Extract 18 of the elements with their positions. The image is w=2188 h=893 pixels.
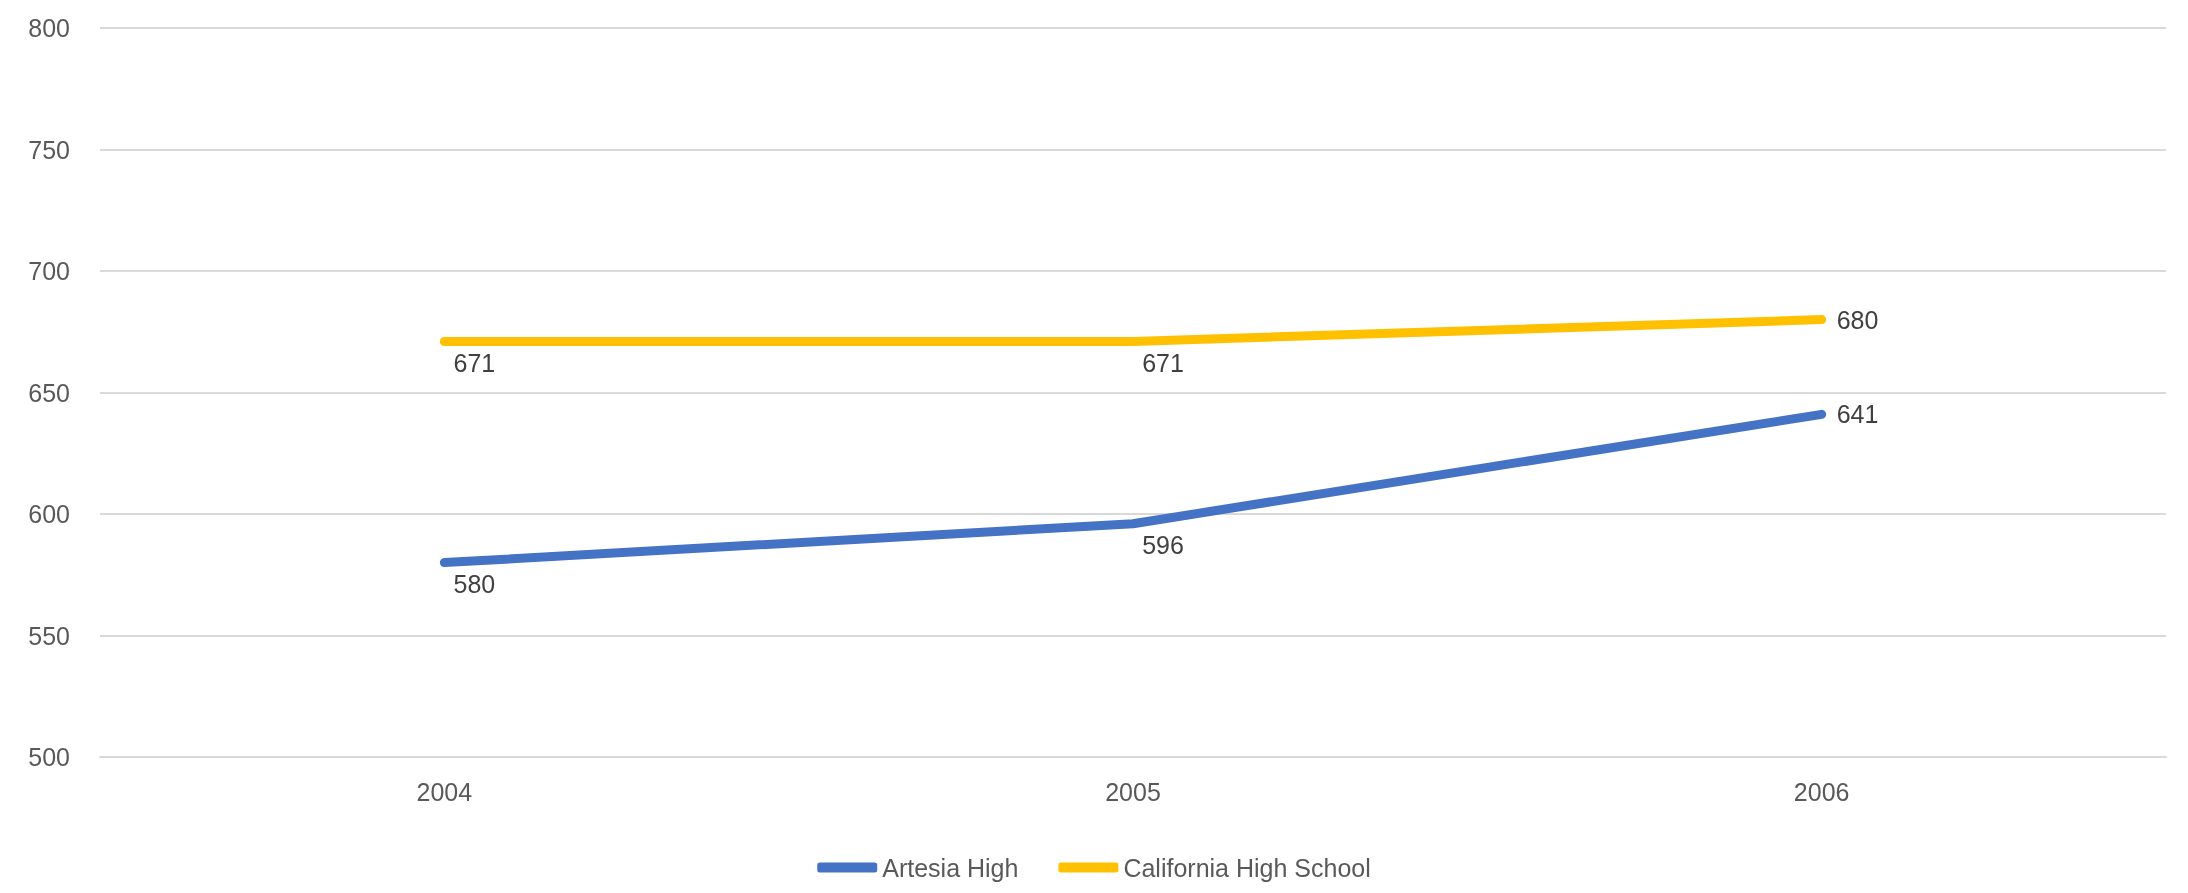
x-tick-label: 2006 xyxy=(1793,777,1850,806)
y-tick-label: 800 xyxy=(28,14,70,42)
y-tick-label: 750 xyxy=(28,135,70,164)
data-label: 641 xyxy=(1836,400,1879,429)
y-tick-label: 600 xyxy=(28,500,70,528)
y-tick-label: 500 xyxy=(28,743,70,771)
x-tick-label: 2005 xyxy=(1105,777,1161,806)
x-tick-label: 2004 xyxy=(416,777,473,806)
y-tick-label: 700 xyxy=(28,257,70,285)
data-label: 580 xyxy=(453,570,496,599)
data-label: 671 xyxy=(1142,348,1184,377)
y-tick-label: 650 xyxy=(28,378,70,407)
legend-label: Artesia High xyxy=(882,853,1019,882)
data-label: 671 xyxy=(453,348,496,377)
data-label: 680 xyxy=(1836,305,1879,334)
data-label: 596 xyxy=(1142,531,1184,560)
y-tick-label: 550 xyxy=(28,621,70,650)
legend-label: California High School xyxy=(1123,853,1371,882)
